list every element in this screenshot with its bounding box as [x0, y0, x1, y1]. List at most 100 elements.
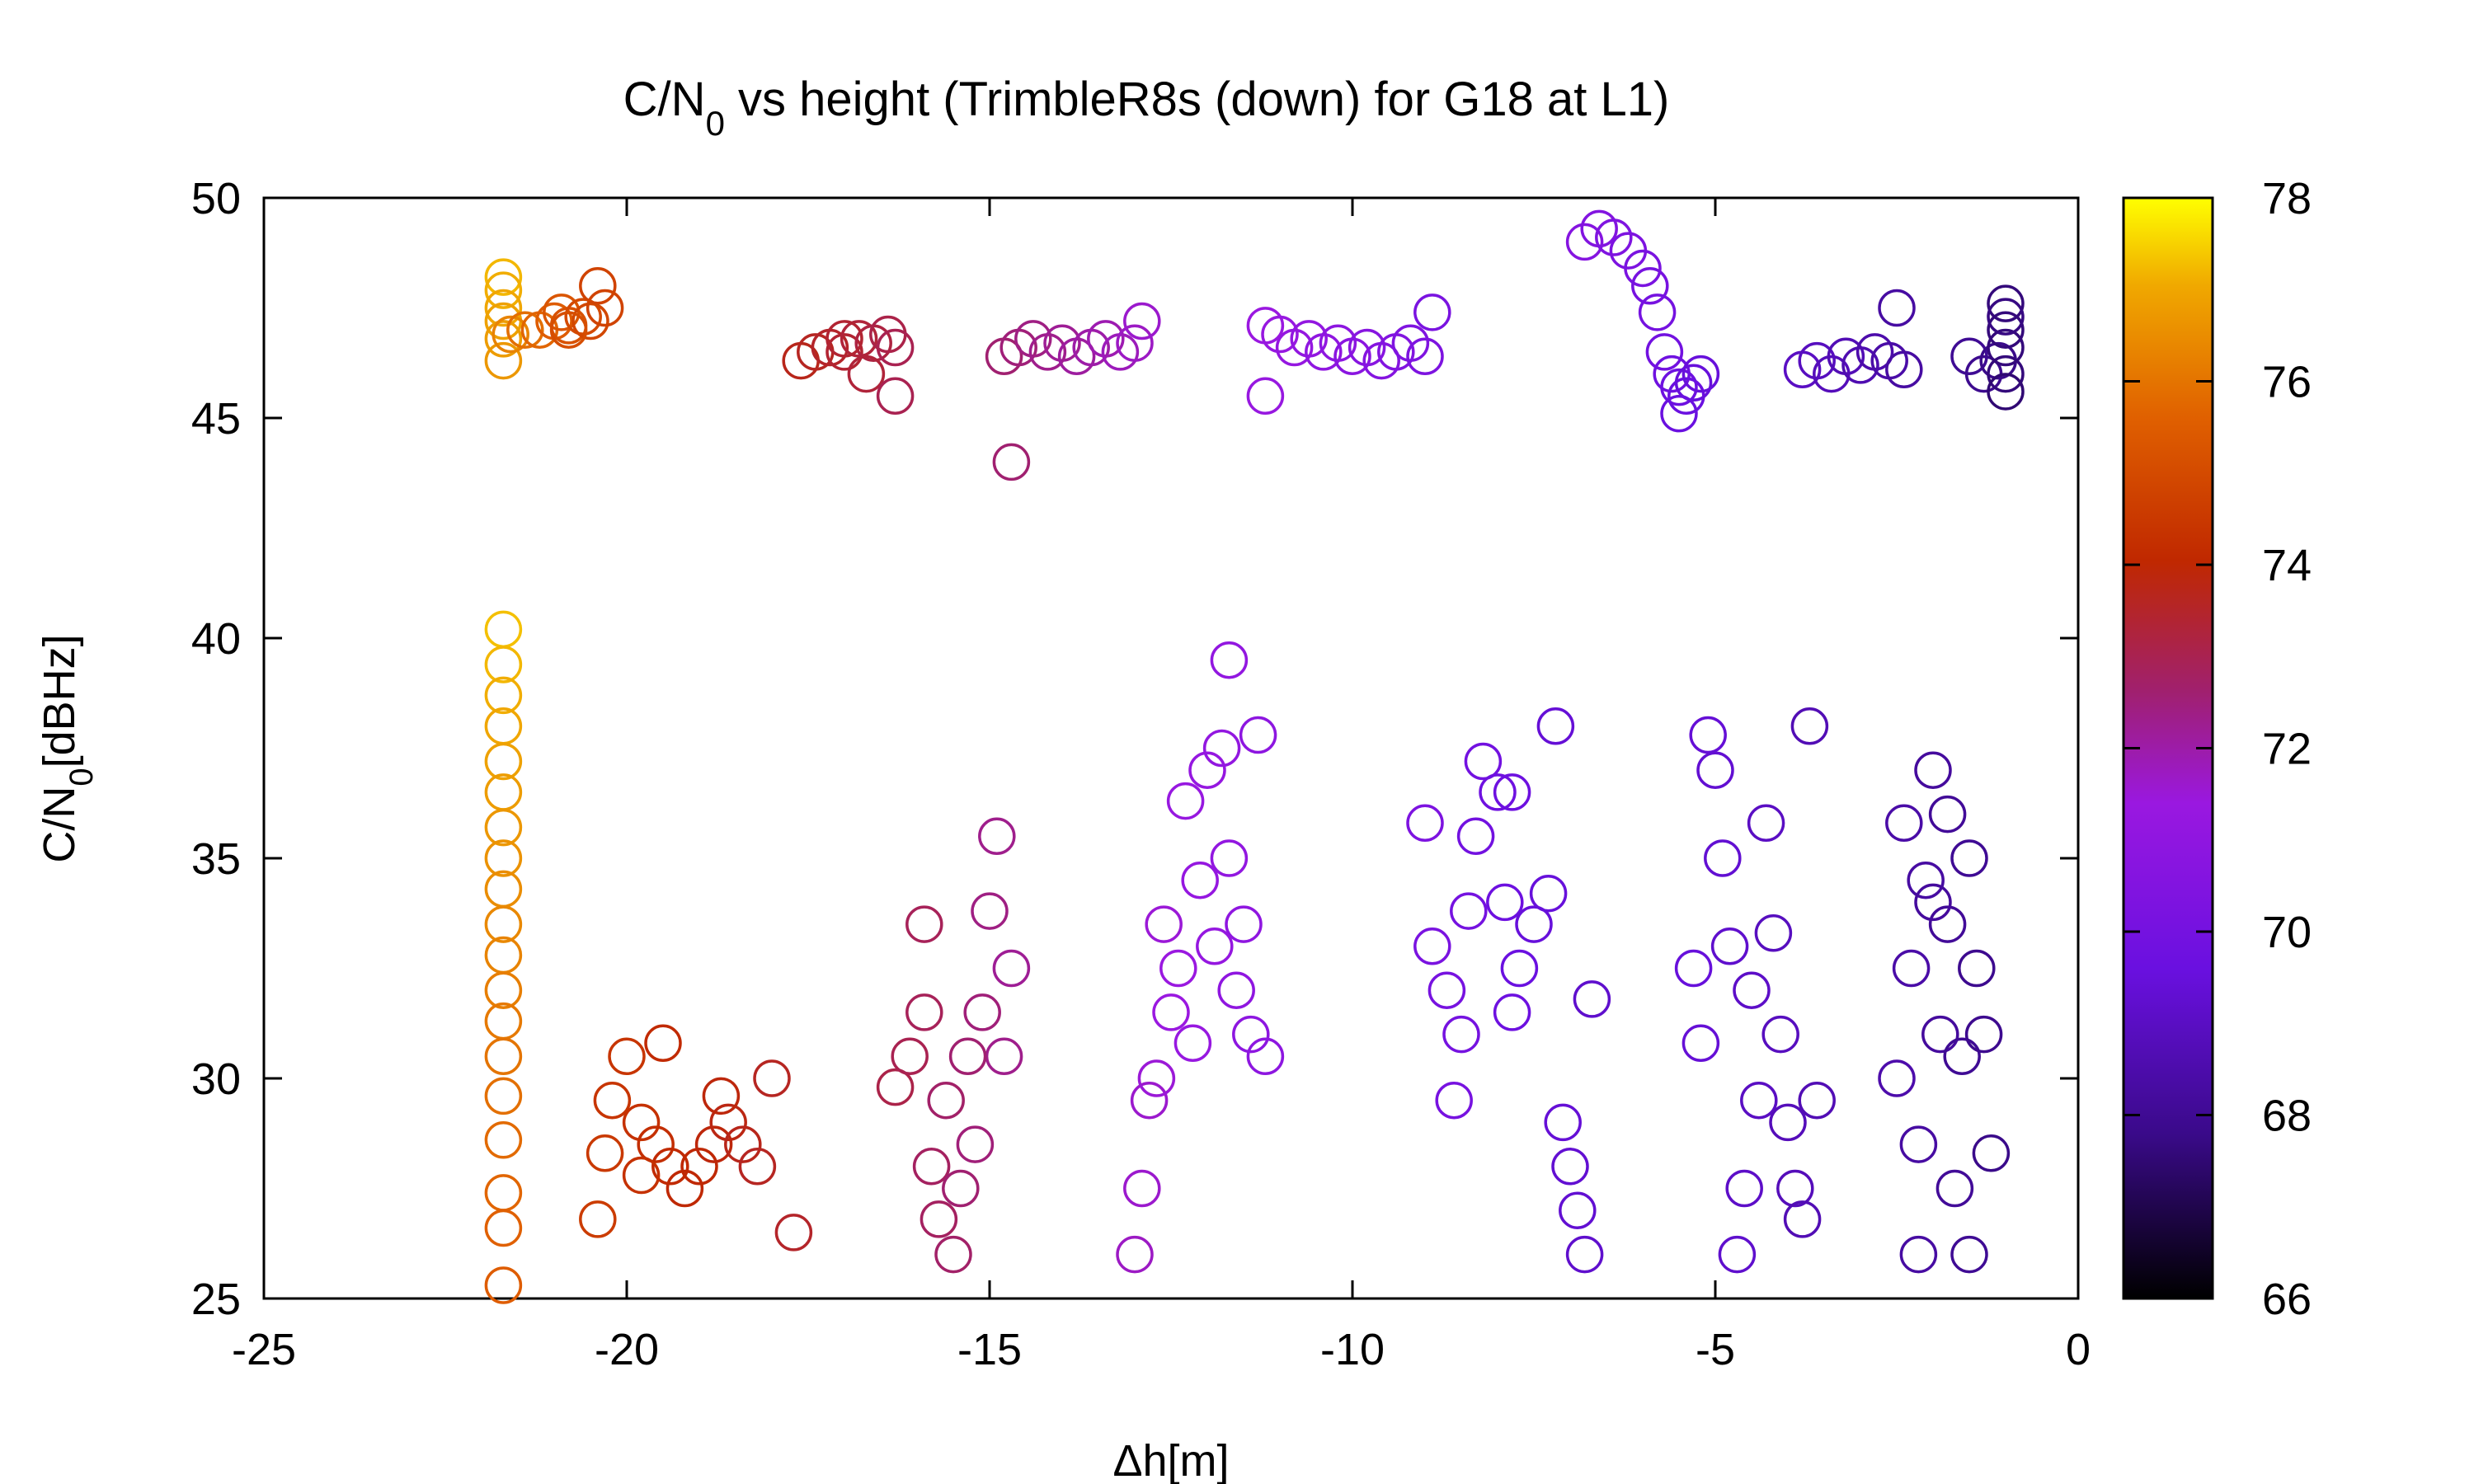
- data-point: [1442, 1015, 1480, 1054]
- data-point: [1196, 928, 1234, 965]
- data-point: [484, 1077, 523, 1115]
- data-point: [1159, 949, 1197, 988]
- data-point: [1573, 980, 1611, 1018]
- data-point: [1544, 1103, 1582, 1142]
- data-point: [1166, 782, 1205, 820]
- data-point: [934, 1235, 972, 1274]
- x-tick-label: -20: [595, 1325, 659, 1374]
- data-point: [1689, 716, 1727, 754]
- data-point: [1493, 773, 1531, 811]
- data-point: [1130, 1081, 1169, 1120]
- y-tick-label: 35: [191, 834, 241, 884]
- data-point: [651, 1148, 689, 1186]
- data-point: [549, 311, 588, 349]
- data-point: [492, 315, 529, 354]
- data-point: [1559, 1191, 1597, 1229]
- data-point: [1246, 377, 1285, 416]
- data-point: [1456, 817, 1495, 856]
- data-point: [484, 289, 523, 327]
- data-point: [891, 1037, 929, 1076]
- data-point: [484, 905, 523, 943]
- data-point: [1123, 302, 1161, 340]
- data-point: [1754, 914, 1793, 952]
- data-point: [1500, 949, 1539, 988]
- data-point: [1225, 905, 1263, 943]
- data-point: [1210, 839, 1249, 877]
- data-point: [1718, 1235, 1757, 1274]
- data-point: [1450, 892, 1488, 930]
- data-point: [694, 1125, 733, 1163]
- data-point: [1885, 350, 1923, 389]
- data-point: [484, 1174, 523, 1212]
- x-tick-label: 0: [2066, 1325, 2091, 1374]
- data-point: [484, 341, 523, 380]
- data-point: [1943, 1037, 1981, 1076]
- data-point: [1899, 1235, 1938, 1274]
- data-point: [484, 808, 523, 847]
- y-tick-label: 45: [191, 394, 241, 444]
- data-point: [1776, 1169, 1814, 1208]
- data-point: [753, 1059, 791, 1097]
- data-point: [1631, 267, 1669, 305]
- data-point: [1261, 315, 1299, 354]
- data-point: [608, 1037, 646, 1076]
- data-point: [876, 377, 915, 416]
- data-point: [1660, 368, 1698, 406]
- data-point: [920, 1200, 958, 1238]
- data-point: [1921, 1015, 1959, 1054]
- colorbar-ticks: 66 68 70 72 74 76 78: [2124, 174, 2312, 1324]
- data-point: [484, 676, 523, 715]
- y-axis-title: C/N0[dBHz]: [35, 634, 100, 862]
- data-point: [985, 1037, 1023, 1076]
- data-point: [1174, 1024, 1212, 1063]
- data-point: [484, 320, 523, 358]
- data-point: [1798, 341, 1836, 380]
- data-point: [978, 817, 1016, 856]
- data-point: [1892, 949, 1931, 988]
- data-point: [1674, 949, 1713, 988]
- data-point: [1935, 1169, 1974, 1208]
- data-point: [1878, 1059, 1916, 1097]
- data-point: [1493, 993, 1531, 1031]
- data-point: [1239, 716, 1277, 754]
- data-point: [971, 892, 1009, 930]
- data-point: [992, 949, 1031, 988]
- data-point: [1145, 905, 1183, 943]
- data-point: [724, 1125, 762, 1163]
- y-tick-label: 30: [191, 1054, 241, 1104]
- data-point: [666, 1169, 704, 1208]
- data-point: [484, 1209, 523, 1247]
- data-point: [1950, 1235, 1988, 1274]
- data-point: [1406, 337, 1444, 375]
- data-point: [840, 320, 878, 358]
- data-point: [484, 839, 523, 877]
- data-point: [1348, 328, 1386, 367]
- data-point: [484, 1266, 523, 1304]
- data-point: [506, 311, 544, 349]
- axis-ticks: -25 -20 -15 -10 -5 0 25 30 35 40 45 50: [191, 174, 2091, 1374]
- data-point: [709, 1103, 747, 1142]
- x-tick-label: -15: [957, 1325, 1022, 1374]
- data-point: [1232, 1015, 1270, 1054]
- data-point: [1769, 1103, 1807, 1142]
- data-point: [1696, 751, 1734, 789]
- data-point: [484, 971, 523, 1009]
- data-point: [1907, 861, 1945, 899]
- data-point: [579, 267, 617, 305]
- data-point: [484, 258, 523, 296]
- chart-title: C/N0 vs height (TrimbleR8s (down) for G1…: [623, 73, 1670, 143]
- data-point: [1914, 883, 1952, 922]
- colorbar-tick-label: 72: [2262, 725, 2312, 774]
- data-point: [1246, 1037, 1285, 1076]
- data-point: [1188, 751, 1226, 789]
- data-point: [992, 443, 1031, 481]
- data-point: [1725, 1169, 1763, 1208]
- data-point: [905, 905, 943, 943]
- colorbar-tick-label: 68: [2262, 1092, 2312, 1141]
- x-axis-title: Δh[m]: [1112, 1436, 1229, 1484]
- data-point: [484, 1121, 523, 1159]
- data-point: [1551, 1148, 1589, 1186]
- data-point: [1761, 1015, 1799, 1054]
- data-point: [1152, 993, 1190, 1031]
- data-point: [1202, 729, 1241, 768]
